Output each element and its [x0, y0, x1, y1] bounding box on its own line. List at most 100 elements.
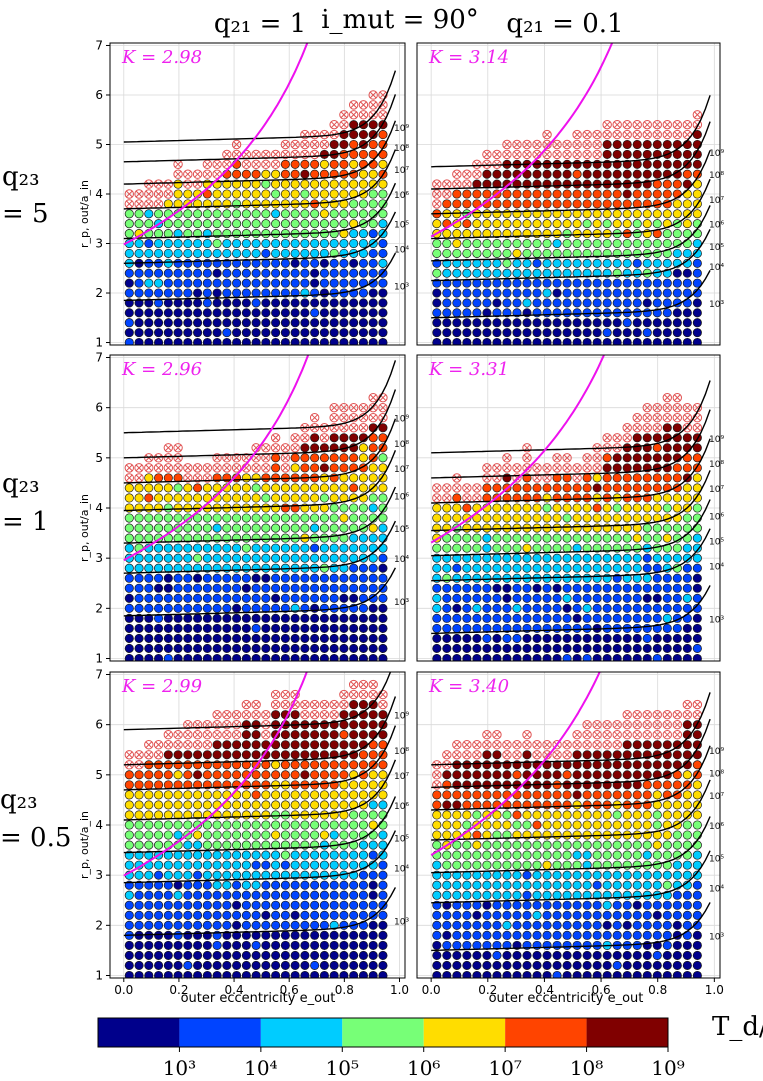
stable-point	[532, 950, 542, 960]
stable-point	[652, 473, 662, 483]
stable-point	[241, 268, 251, 278]
stable-point	[271, 920, 281, 930]
stable-point	[271, 860, 281, 870]
stable-point	[602, 199, 612, 209]
stable-point	[572, 179, 582, 189]
stable-point	[492, 268, 502, 278]
stable-point	[349, 258, 359, 268]
stable-point	[310, 543, 320, 553]
stable-point	[154, 523, 164, 533]
unstable-marker	[512, 463, 522, 473]
unstable-marker-ring	[572, 139, 582, 150]
unstable-marker-cross	[350, 101, 358, 109]
unstable-marker-cross	[563, 141, 571, 148]
y-tick-label: 3	[95, 551, 103, 565]
stable-point	[462, 337, 472, 345]
stable-point	[442, 850, 452, 860]
stable-point	[280, 603, 290, 613]
stable-point	[582, 328, 592, 338]
stable-point	[542, 890, 552, 900]
stable-point	[339, 238, 349, 249]
contour-label: 10⁴	[394, 865, 409, 875]
unstable-marker-ring	[144, 189, 154, 199]
stable-point	[202, 209, 212, 219]
unstable-marker-ring	[582, 139, 592, 150]
stable-point	[472, 870, 482, 880]
stable-point	[241, 860, 251, 870]
unstable-marker	[348, 689, 359, 700]
stable-point	[622, 139, 632, 150]
stable-point	[622, 209, 632, 219]
stable-point	[271, 278, 281, 288]
contour-line	[431, 745, 711, 811]
stable-point	[271, 593, 281, 603]
stable-point	[662, 453, 672, 463]
unstable-marker-ring	[592, 740, 602, 750]
stable-point	[482, 533, 492, 543]
stable-point	[682, 623, 692, 633]
unstable-marker	[280, 463, 291, 473]
stable-point	[492, 238, 502, 249]
stable-point	[612, 169, 622, 179]
unstable-marker-ring	[173, 453, 183, 463]
unstable-marker-ring	[622, 719, 632, 730]
stable-point	[682, 653, 692, 661]
stable-point	[251, 940, 261, 950]
stable-point	[241, 553, 251, 563]
unstable-marker-cross	[369, 101, 377, 109]
unstable-marker-ring	[622, 129, 632, 140]
stable-point	[682, 920, 692, 930]
stable-point	[319, 278, 329, 288]
stable-point	[472, 970, 482, 978]
stable-point	[592, 523, 602, 533]
unstable-marker-cross	[321, 434, 328, 442]
stable-point	[512, 900, 522, 910]
stable-point	[368, 890, 378, 900]
unstable-marker	[642, 423, 652, 433]
stable-point	[502, 258, 512, 268]
unstable-marker	[672, 392, 683, 403]
stable-point	[280, 553, 290, 563]
stable-point	[154, 513, 164, 523]
stable-point	[134, 633, 144, 643]
stable-point	[329, 800, 339, 810]
stable-point	[502, 179, 512, 189]
stable-point	[163, 473, 173, 483]
unstable-marker-cross	[252, 454, 260, 462]
stable-point	[251, 770, 261, 780]
stable-point	[280, 189, 290, 199]
stable-point	[271, 720, 281, 730]
unstable-marker-cross	[164, 741, 172, 749]
unstable-marker	[280, 149, 291, 160]
stable-point	[144, 308, 154, 318]
unstable-marker-ring	[602, 740, 612, 750]
unstable-marker	[602, 433, 612, 443]
unstable-marker	[442, 750, 452, 760]
stable-point	[532, 930, 542, 940]
unstable-marker-ring	[472, 750, 482, 760]
unstable-marker-ring	[572, 730, 582, 740]
stable-point	[212, 910, 222, 920]
stable-point	[642, 238, 652, 249]
unstable-marker	[452, 740, 462, 750]
stable-point	[368, 603, 378, 613]
stable-point	[662, 623, 672, 633]
unstable-marker-cross	[673, 394, 681, 401]
stable-point	[682, 278, 692, 288]
stable-point	[251, 950, 261, 960]
unstable-marker-ring	[682, 699, 693, 710]
stable-point	[642, 288, 652, 298]
unstable-marker-cross	[623, 711, 631, 718]
stable-point	[682, 760, 692, 770]
unstable-marker	[682, 402, 693, 413]
stable-point	[212, 248, 222, 258]
stable-point	[472, 298, 482, 308]
stable-point	[173, 970, 183, 978]
stable-point	[682, 268, 692, 278]
stable-point	[592, 593, 602, 603]
stable-point	[144, 473, 154, 483]
unstable-marker-cross	[523, 464, 531, 472]
stable-point	[432, 960, 442, 971]
unstable-marker-ring	[492, 463, 502, 473]
